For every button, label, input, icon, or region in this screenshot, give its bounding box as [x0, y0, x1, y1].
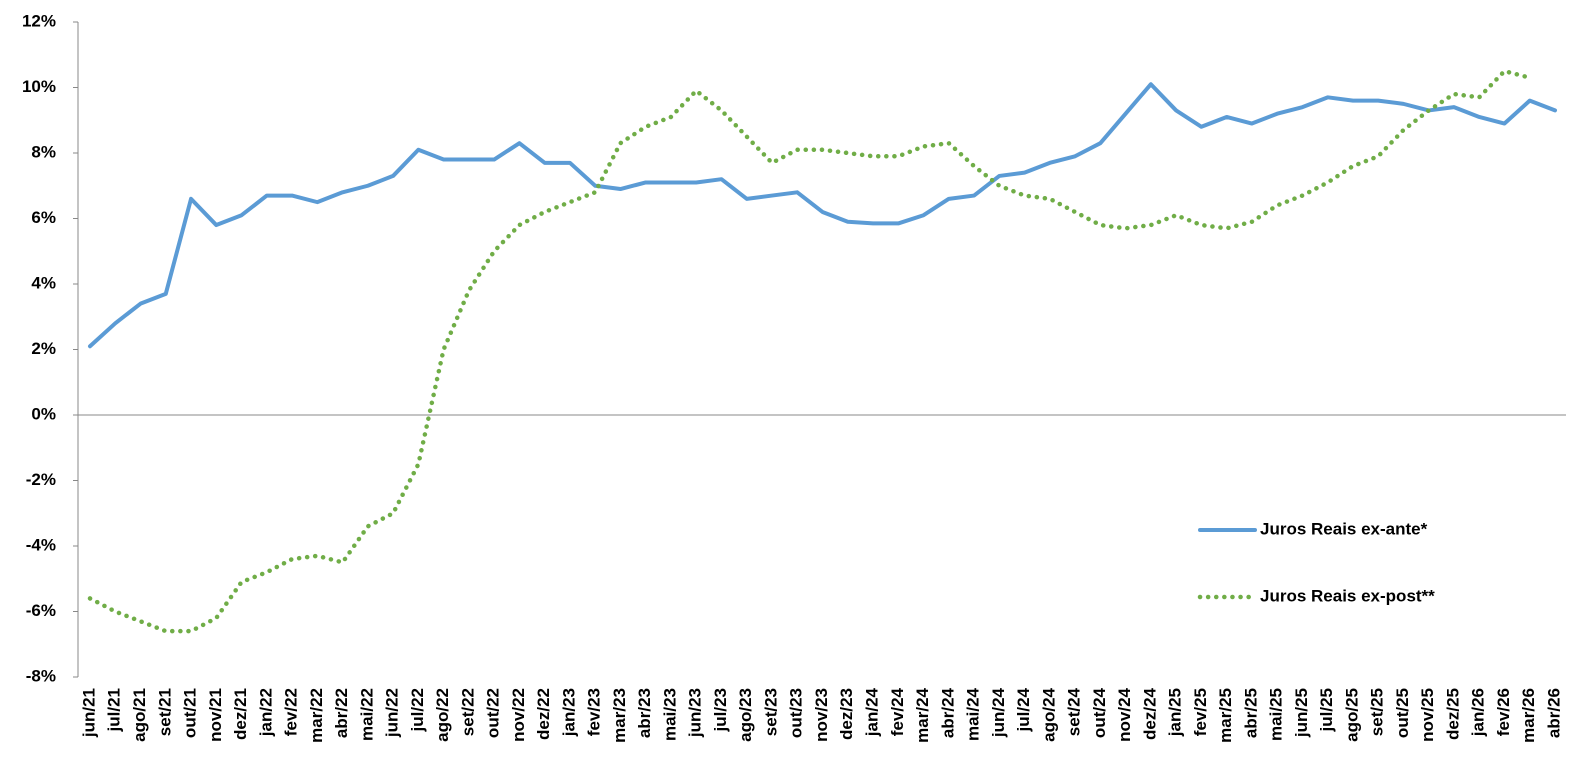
x-tick-label: jan/25	[1166, 688, 1185, 737]
x-tick-label: mai/25	[1267, 688, 1286, 741]
x-tick-label: jun/25	[1292, 688, 1311, 738]
x-tick-label: set/21	[155, 688, 174, 736]
x-tick-label: fev/26	[1494, 688, 1513, 736]
x-tick-label: set/24	[1065, 687, 1084, 736]
x-tick-label: abr/26	[1544, 688, 1563, 738]
x-tick-label: out/22	[484, 688, 503, 738]
legend-label: Juros Reais ex-ante*	[1260, 519, 1428, 538]
y-tick-label: 4%	[31, 273, 56, 292]
y-tick-label: -6%	[26, 601, 56, 620]
x-tick-label: mar/26	[1519, 688, 1538, 743]
legend-label: Juros Reais ex-post**	[1260, 586, 1435, 605]
x-tick-label: dez/21	[231, 688, 250, 740]
x-tick-label: jan/22	[256, 688, 275, 737]
x-tick-label: mar/23	[610, 688, 629, 743]
x-tick-label: out/23	[787, 688, 806, 738]
x-tick-label: mar/24	[913, 687, 932, 742]
y-tick-label: 12%	[22, 11, 56, 30]
x-tick-label: mar/22	[307, 688, 326, 743]
y-tick-label: -4%	[26, 535, 56, 554]
x-tick-label: set/25	[1368, 688, 1387, 736]
x-tick-label: fev/22	[282, 688, 301, 736]
x-tick-label: jun/21	[79, 688, 98, 738]
x-tick-label: abr/24	[938, 687, 957, 738]
x-tick-label: abr/22	[332, 688, 351, 738]
x-tick-label: jan/23	[559, 688, 578, 737]
x-tick-label: nov/25	[1418, 688, 1437, 742]
x-tick-label: dez/24	[1140, 687, 1159, 740]
x-tick-label: set/23	[761, 688, 780, 736]
y-tick-label: -8%	[26, 666, 56, 685]
x-tick-label: jan/24	[863, 687, 882, 737]
x-tick-label: set/22	[458, 688, 477, 736]
x-tick-label: mai/23	[660, 688, 679, 741]
x-tick-label: fev/23	[585, 688, 604, 736]
y-tick-label: 8%	[31, 142, 56, 161]
x-tick-label: jul/25	[1317, 688, 1336, 732]
x-tick-label: jul/23	[711, 688, 730, 732]
x-tick-label: jul/22	[408, 688, 427, 732]
x-tick-label: dez/23	[837, 688, 856, 740]
x-tick-label: out/25	[1393, 688, 1412, 738]
x-tick-label: jan/26	[1469, 688, 1488, 737]
x-tick-label: mai/24	[964, 687, 983, 740]
series-line	[88, 82, 1557, 349]
x-tick-label: jun/23	[686, 688, 705, 738]
x-tick-label: nov/24	[1115, 687, 1134, 741]
x-tick-label: dez/25	[1443, 688, 1462, 740]
series-line	[87, 68, 1532, 634]
x-tick-label: abr/25	[1241, 688, 1260, 738]
x-tick-label: jul/24	[1014, 687, 1033, 732]
y-tick-label: 10%	[22, 77, 56, 96]
x-tick-label: ago/24	[1039, 687, 1058, 741]
x-tick-label: fev/25	[1191, 688, 1210, 736]
x-tick-label: ago/22	[433, 688, 452, 742]
x-tick-label: ago/25	[1342, 688, 1361, 742]
x-tick-label: mai/22	[357, 688, 376, 741]
y-tick-label: 6%	[31, 208, 56, 227]
x-tick-label: fev/24	[888, 687, 907, 736]
x-tick-label: jun/22	[383, 688, 402, 738]
x-tick-label: jul/21	[105, 688, 124, 732]
x-tick-label: ago/23	[736, 688, 755, 742]
x-tick-label: out/24	[1090, 687, 1109, 738]
x-tick-label: nov/21	[206, 688, 225, 742]
x-tick-label: nov/22	[509, 688, 528, 742]
x-tick-label: ago/21	[130, 688, 149, 742]
x-tick-label: abr/23	[635, 688, 654, 738]
x-tick-label: mar/25	[1216, 688, 1235, 743]
x-tick-label: out/21	[181, 688, 200, 738]
y-tick-label: 0%	[31, 404, 56, 423]
y-tick-label: 2%	[31, 339, 56, 358]
x-tick-label: dez/22	[534, 688, 553, 740]
x-tick-label: jun/24	[989, 687, 1008, 738]
y-tick-label: -2%	[26, 470, 56, 489]
x-tick-label: nov/23	[812, 688, 831, 742]
